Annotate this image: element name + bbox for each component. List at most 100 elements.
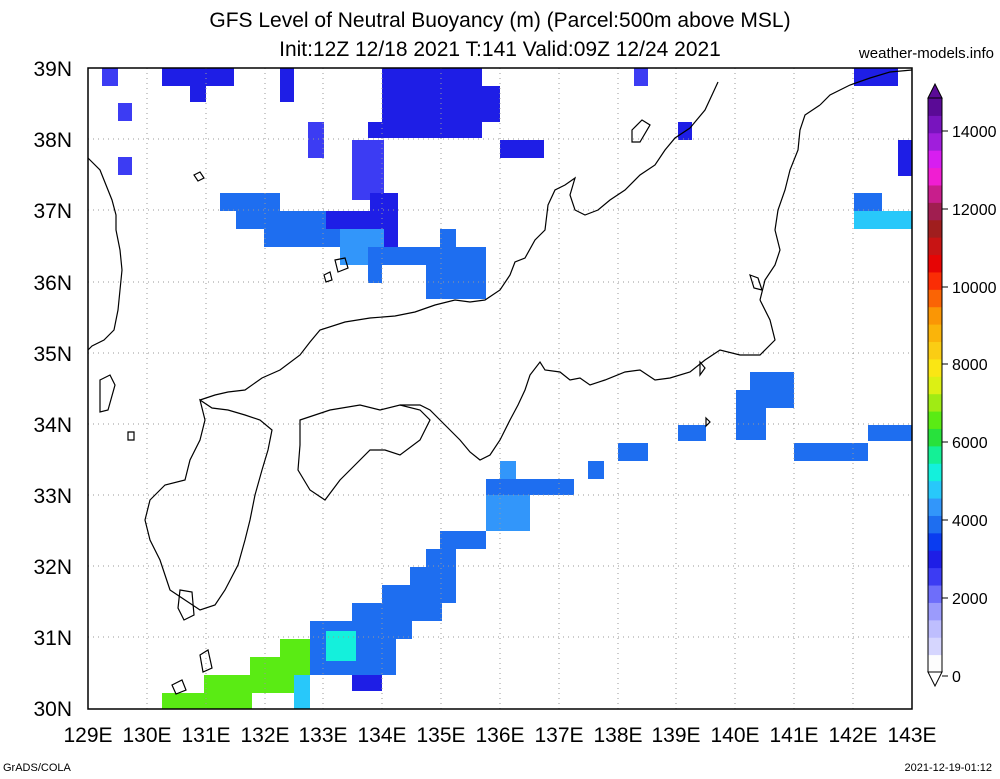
- kyushu-coast: [144, 398, 273, 611]
- colorbar-swatch: [928, 358, 942, 377]
- lat-label: 32N: [33, 556, 72, 579]
- colorbar-swatch: [928, 393, 942, 412]
- data-cell: [898, 140, 912, 176]
- lat-label: 37N: [33, 200, 72, 223]
- lat-label: 38N: [33, 129, 72, 152]
- lat-label: 35N: [33, 343, 72, 366]
- colorbar-max-arrow: [927, 82, 943, 99]
- longitude-labels: 129E 130E 131E 132E 133E 134E 135E 136E …: [63, 724, 936, 747]
- data-cell: [326, 631, 356, 661]
- colorbar-label: 10000: [952, 280, 997, 297]
- colorbar-swatch: [928, 637, 942, 656]
- data-cell: [162, 68, 234, 86]
- colorbar-swatch: [928, 654, 942, 673]
- colorbar-swatch: [928, 306, 942, 325]
- lat-label: 31N: [33, 627, 72, 650]
- data-cell: [426, 265, 486, 299]
- data-cell: [280, 68, 294, 102]
- colorbar-swatch: [928, 341, 942, 360]
- island: [323, 271, 333, 283]
- colorbar-swatch: [928, 619, 942, 638]
- site-credit: weather-models.info: [858, 45, 994, 62]
- colorbar-swatch: [928, 428, 942, 447]
- data-cell: [102, 68, 118, 86]
- data-cell: [368, 247, 382, 283]
- island: [699, 360, 706, 377]
- colorbar-swatch: [928, 202, 942, 221]
- tanegashima-island: [199, 649, 213, 673]
- colorbar-swatch: [928, 289, 942, 308]
- korea-coast: [87, 157, 123, 351]
- chart-subtitle: Init:12Z 12/18 2021 T:141 Valid:09Z 12/2…: [279, 38, 721, 61]
- colorbar-swatch: [928, 602, 942, 621]
- colorbar-swatch: [928, 98, 942, 116]
- colorbar-swatch: [928, 550, 942, 569]
- colorbar-label: 12000: [952, 202, 997, 219]
- data-cell: [482, 86, 500, 122]
- colorbar-swatch: [928, 411, 942, 429]
- island: [334, 257, 349, 273]
- colorbar-swatch: [928, 219, 942, 238]
- colorbar-swatch: [928, 167, 942, 186]
- colorbar-swatch: [928, 445, 942, 464]
- data-cell: [634, 68, 648, 86]
- colorbar-swatch: [928, 585, 942, 603]
- data-cell: [486, 479, 574, 495]
- colorbar-label: 2000: [952, 591, 988, 608]
- data-cell: [352, 140, 384, 200]
- colorbar-swatch: [928, 376, 942, 395]
- shikoku-coast: [297, 404, 431, 501]
- data-cell: [308, 122, 324, 158]
- colorbar-swatch: [928, 271, 942, 290]
- island: [171, 679, 187, 695]
- data-cell: [326, 211, 382, 229]
- colorbar-swatch: [928, 115, 942, 134]
- map-frame: [87, 67, 913, 710]
- colorbar-swatch: [928, 237, 942, 256]
- colorbar: [927, 82, 948, 688]
- colorbar-swatch: [928, 532, 942, 551]
- lon-label: 129E: [63, 724, 112, 747]
- data-cell: [190, 86, 206, 102]
- data-cell: [118, 157, 132, 175]
- data-cell: [500, 461, 516, 479]
- colorbar-swatch: [928, 150, 942, 169]
- data-cell: [486, 495, 530, 531]
- data-cell: [220, 193, 280, 211]
- island: [127, 431, 135, 441]
- graticule: [88, 67, 912, 709]
- colorbar-swatch: [928, 184, 942, 203]
- colorbar-swatch: [928, 498, 942, 516]
- data-cell: [794, 443, 868, 461]
- colorbar-frame: [927, 97, 943, 673]
- lat-label: 39N: [33, 58, 72, 81]
- data-cell: [868, 425, 912, 441]
- generated-timestamp: 2021-12-19-01:12: [904, 762, 992, 774]
- lon-label: 143E: [887, 724, 936, 747]
- data-cell: [250, 657, 294, 693]
- island: [749, 274, 763, 291]
- colorbar-swatch: [928, 567, 942, 586]
- tsushima-island: [99, 374, 116, 413]
- colorbar-label: 8000: [952, 357, 988, 374]
- data-cell: [678, 425, 706, 441]
- colorbar-swatch: [928, 254, 942, 273]
- colorbar-min-arrow: [927, 671, 943, 688]
- colorbar-swatch: [928, 324, 942, 343]
- lon-label: 138E: [593, 724, 642, 747]
- island: [193, 171, 205, 182]
- colorbar-label: 6000: [952, 435, 988, 452]
- data-cell: [162, 693, 252, 709]
- lat-label: 34N: [33, 414, 72, 437]
- data-cell: [204, 675, 250, 693]
- lon-label: 134E: [357, 724, 406, 747]
- data-cell: [382, 247, 486, 265]
- data-cell: [368, 122, 384, 138]
- chart-title: GFS Level of Neutral Buoyancy (m) (Parce…: [209, 9, 791, 32]
- island: [705, 416, 711, 428]
- lon-label: 135E: [416, 724, 465, 747]
- hokkaido-coast: [819, 69, 913, 106]
- data-cell: [352, 675, 382, 691]
- data-cell: [618, 443, 648, 461]
